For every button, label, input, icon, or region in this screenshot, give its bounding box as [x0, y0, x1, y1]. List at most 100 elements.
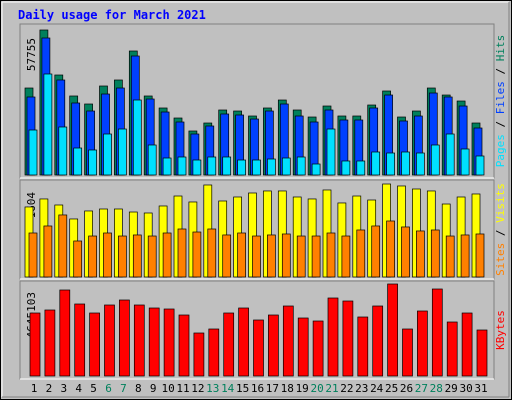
bar: [267, 234, 276, 278]
bar: [356, 229, 366, 278]
bar: [281, 157, 291, 176]
bar: [118, 128, 127, 176]
bar: [29, 312, 41, 377]
bar: [118, 235, 127, 278]
bar: [28, 232, 38, 278]
bar: [207, 156, 217, 176]
x-tick-label: 7: [120, 382, 127, 395]
bar: [223, 312, 235, 377]
x-tick-label: 26: [400, 382, 413, 395]
bar: [386, 220, 395, 278]
x-tick-label: 5: [90, 382, 97, 395]
bar: [342, 300, 354, 377]
bar: [88, 235, 97, 278]
bar: [177, 156, 187, 176]
bar: [312, 320, 324, 377]
legend-entry: Pages: [494, 134, 507, 167]
x-tick-label: 20: [310, 382, 323, 395]
bar: [401, 151, 410, 176]
bar: [297, 317, 309, 377]
legend-entry: Visits: [494, 183, 507, 223]
bar: [430, 144, 440, 176]
bar: [44, 309, 56, 377]
bar: [43, 73, 53, 176]
bar: [387, 283, 398, 377]
bar: [475, 155, 485, 176]
bar: [326, 128, 336, 176]
legend-entry: Sites: [494, 243, 507, 276]
bar: [43, 225, 53, 278]
bar: [132, 99, 142, 176]
bar: [460, 148, 470, 176]
bar: [222, 156, 232, 176]
bar: [192, 159, 202, 176]
bar: [461, 312, 473, 377]
x-tick-label: 3: [60, 382, 67, 395]
bar: [371, 225, 381, 278]
bar: [372, 305, 384, 377]
bar: [296, 156, 306, 176]
bar: [73, 240, 83, 278]
bar: [163, 308, 175, 377]
bar: [371, 151, 381, 176]
bar: [237, 159, 246, 176]
bar: [178, 314, 190, 377]
bar: [311, 235, 321, 278]
x-tick-label: 13: [206, 382, 219, 395]
bar: [74, 303, 86, 377]
bar: [430, 229, 440, 278]
bar: [193, 332, 205, 377]
x-tick-label: 25: [385, 382, 398, 395]
x-tick-label: 6: [105, 382, 112, 395]
bar: [282, 305, 294, 377]
x-tick-label: 18: [281, 382, 294, 395]
bar: [476, 329, 488, 377]
bar: [445, 235, 455, 278]
legend: Sites / Visits: [494, 183, 507, 276]
x-tick-label: 29: [445, 382, 458, 395]
bar: [58, 126, 68, 176]
bar: [133, 304, 145, 377]
bar: [401, 226, 410, 278]
legend-entry: Files: [494, 81, 507, 114]
x-tick-label: 17: [266, 382, 279, 395]
bar: [207, 228, 217, 278]
bar: [119, 299, 130, 377]
x-tick-label: 10: [161, 382, 174, 395]
x-tick-label: 8: [135, 382, 142, 395]
x-tick-label: 12: [191, 382, 204, 395]
bar: [88, 149, 97, 176]
legend-entry: Hits: [494, 35, 507, 62]
bar: [147, 235, 157, 278]
x-tick-label: 28: [430, 382, 443, 395]
bar: [326, 232, 336, 278]
x-tick-label: 4: [75, 382, 82, 395]
bar: [475, 233, 485, 278]
bar: [162, 232, 172, 278]
x-tick-label: 21: [325, 382, 338, 395]
bar: [356, 160, 366, 176]
bar: [192, 231, 202, 278]
bar: [104, 304, 115, 377]
x-tick-label: 1: [31, 382, 38, 395]
bar: [89, 312, 100, 377]
bar: [103, 232, 112, 278]
legend-separator: /: [494, 223, 507, 243]
x-tick-label: 27: [415, 382, 428, 395]
bar: [416, 152, 425, 176]
bar: [267, 158, 276, 176]
bar: [311, 163, 321, 176]
bar: [238, 307, 249, 377]
x-tick-label: 23: [355, 382, 368, 395]
bar: [341, 235, 351, 278]
x-tick-label: 15: [236, 382, 249, 395]
x-tick-label: 22: [340, 382, 353, 395]
bar: [253, 319, 264, 377]
x-tick-label: 11: [176, 382, 189, 395]
bar: [460, 234, 470, 278]
legend-separator: /: [494, 114, 507, 134]
bar: [222, 234, 232, 278]
bar: [446, 321, 458, 377]
legend-separator: /: [494, 61, 507, 81]
